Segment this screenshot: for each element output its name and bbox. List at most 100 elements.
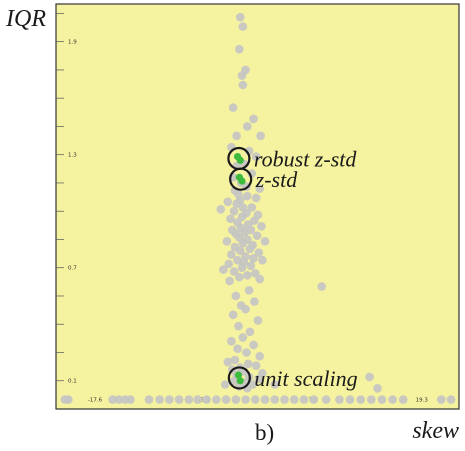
data-point: [436, 395, 446, 404]
y-tick-label: 0.1: [68, 379, 77, 385]
data-point: [235, 246, 245, 256]
highlight-point: [236, 156, 244, 164]
data-point: [238, 333, 248, 342]
data-point: [235, 44, 244, 54]
data-point: [238, 238, 248, 248]
data-point: [184, 395, 194, 404]
data-point: [270, 395, 280, 404]
data-point: [299, 395, 309, 404]
data-point: [244, 286, 254, 295]
data-point: [229, 376, 239, 386]
data-point: [224, 259, 234, 269]
data-point: [222, 237, 232, 246]
data-point: [212, 395, 221, 404]
data-point: [229, 206, 239, 216]
y-axis-ticks: 0.1 0.7 1.3 1.9: [56, 13, 77, 385]
data-point: [270, 380, 280, 389]
data-point: [231, 291, 241, 301]
data-point: [255, 351, 265, 361]
data-point: [243, 270, 252, 280]
y-axis-label: IQR: [6, 6, 46, 32]
data-point: [345, 395, 355, 404]
data-point: [251, 361, 261, 370]
data-point: [321, 395, 331, 404]
data-point: [280, 395, 289, 404]
highlight-circle: [229, 167, 253, 191]
data-point: [250, 395, 260, 404]
data-point: [254, 374, 264, 384]
data-point: [126, 395, 135, 404]
data-point: [237, 71, 247, 80]
data-point: [245, 244, 255, 254]
data-point: [232, 199, 241, 208]
data-point: [388, 395, 397, 404]
data-point: [249, 114, 258, 124]
data-point: [144, 395, 154, 404]
data-point: [240, 227, 249, 237]
data-point: [246, 261, 256, 271]
data-point: [228, 103, 238, 112]
grey-points: [60, 12, 456, 404]
highlight-point: [238, 177, 246, 185]
data-point: [108, 395, 117, 404]
y-tick-label: 0.7: [68, 266, 77, 272]
data-point: [309, 395, 319, 404]
annotation-label: robust z-std: [254, 146, 357, 171]
data-point: [260, 395, 270, 404]
data-point: [64, 395, 73, 404]
data-point: [377, 395, 387, 404]
data-point: [235, 12, 245, 22]
data-point: [289, 395, 299, 404]
data-point: [114, 395, 124, 404]
highlight-point: [236, 377, 244, 385]
data-point: [229, 267, 239, 276]
data-point: [446, 395, 456, 404]
data-point: [251, 152, 261, 161]
data-point: [232, 131, 241, 141]
data-point: [255, 184, 265, 193]
data-point: [250, 297, 259, 306]
x-tick-label: -17.6: [88, 398, 103, 404]
data-point: [226, 214, 235, 224]
data-point: [257, 221, 266, 231]
data-point: [227, 250, 236, 259]
data-point: [335, 395, 344, 404]
data-point: [227, 336, 236, 346]
highlight-circle: [227, 366, 251, 390]
data-point: [155, 395, 164, 404]
data-point: [243, 191, 252, 201]
data-point: [260, 237, 270, 246]
highlight-point: [234, 371, 243, 379]
data-point: [365, 372, 374, 382]
data-point: [237, 263, 247, 273]
data-point: [367, 395, 376, 404]
x-axis-label: skew: [412, 418, 459, 444]
data-point: [256, 131, 265, 141]
data-point: [255, 274, 265, 284]
data-point: [220, 380, 230, 389]
data-point: [258, 255, 267, 265]
y-tick-label: 1.3: [68, 153, 77, 159]
data-point: [241, 304, 250, 314]
highlighted-points: [233, 152, 246, 385]
data-point: [373, 383, 382, 393]
data-point: [251, 193, 261, 203]
data-point: [234, 321, 243, 331]
data-point: [238, 80, 248, 90]
annotation-label: z-std: [255, 167, 299, 192]
data-point: [235, 272, 244, 282]
data-point: [228, 310, 238, 320]
highlight-circles: [227, 146, 253, 390]
data-point: [216, 205, 226, 214]
data-point: [241, 395, 250, 404]
plot-area: [55, 3, 460, 410]
data-point: [221, 395, 231, 404]
annotation-label: unit scaling: [254, 366, 357, 391]
data-point: [253, 316, 263, 325]
data-point: [249, 340, 258, 350]
data-point: [252, 231, 262, 240]
data-point: [231, 395, 241, 404]
